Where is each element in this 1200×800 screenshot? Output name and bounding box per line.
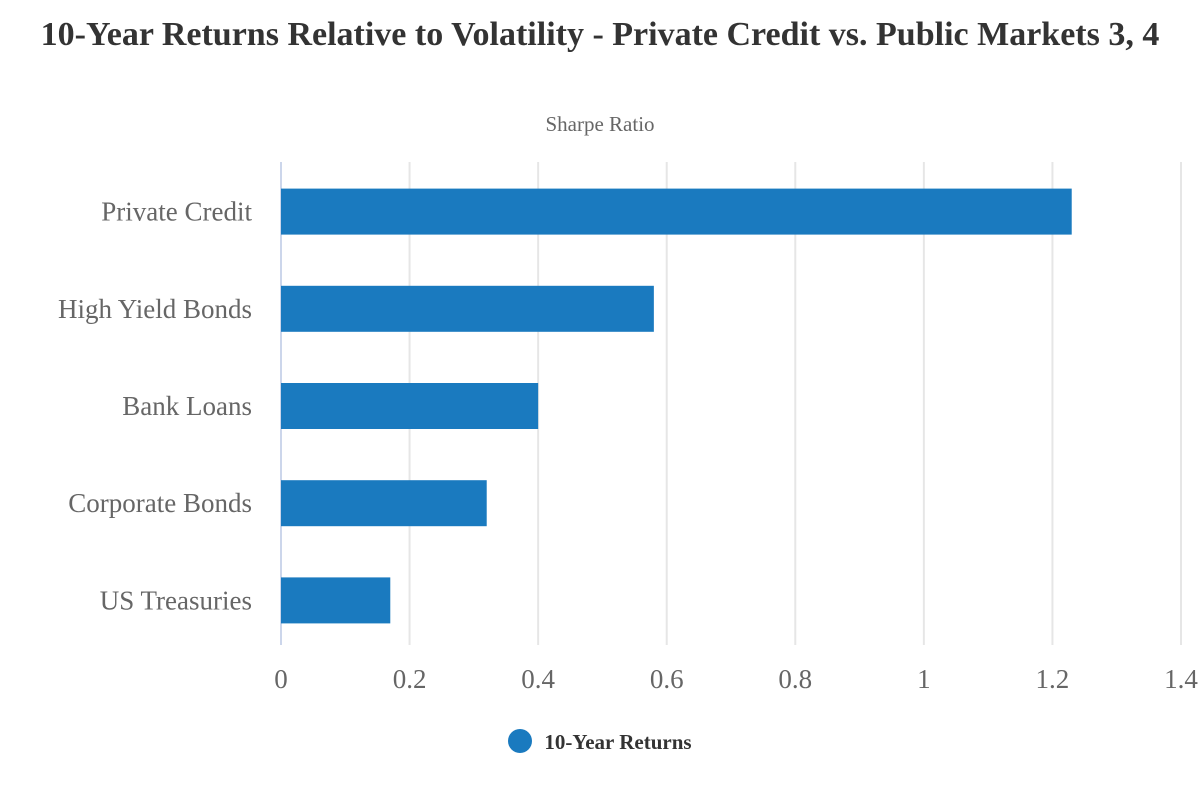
x-tick-label: 1.4 [1164,664,1198,694]
chart-title: 10-Year Returns Relative to Volatility -… [40,16,1160,53]
legend-label: 10-Year Returns [544,730,692,754]
bar [281,383,539,429]
category-label: US Treasuries [100,585,252,615]
bar [281,188,1072,235]
bar [281,285,654,332]
x-tick-label: 1 [917,664,931,694]
legend-marker [508,729,533,754]
category-label: Private Credit [101,197,252,227]
bar [281,480,487,527]
legend[interactable]: 10-Year Returns [0,729,1200,756]
x-tick-label: 0 [274,664,288,694]
category-label: High Yield Bonds [58,294,252,324]
x-tick-label: 1.2 [1036,664,1070,694]
x-tick-label: 0.6 [650,664,684,694]
chart-subtitle: Sharpe Ratio [545,112,655,136]
bar [281,577,391,624]
x-tick-label: 0.2 [393,664,427,694]
category-label: Bank Loans [122,391,252,421]
category-label: Corporate Bonds [68,488,252,518]
x-tick-label: 0.4 [521,664,555,694]
x-tick-label: 0.8 [778,664,812,694]
